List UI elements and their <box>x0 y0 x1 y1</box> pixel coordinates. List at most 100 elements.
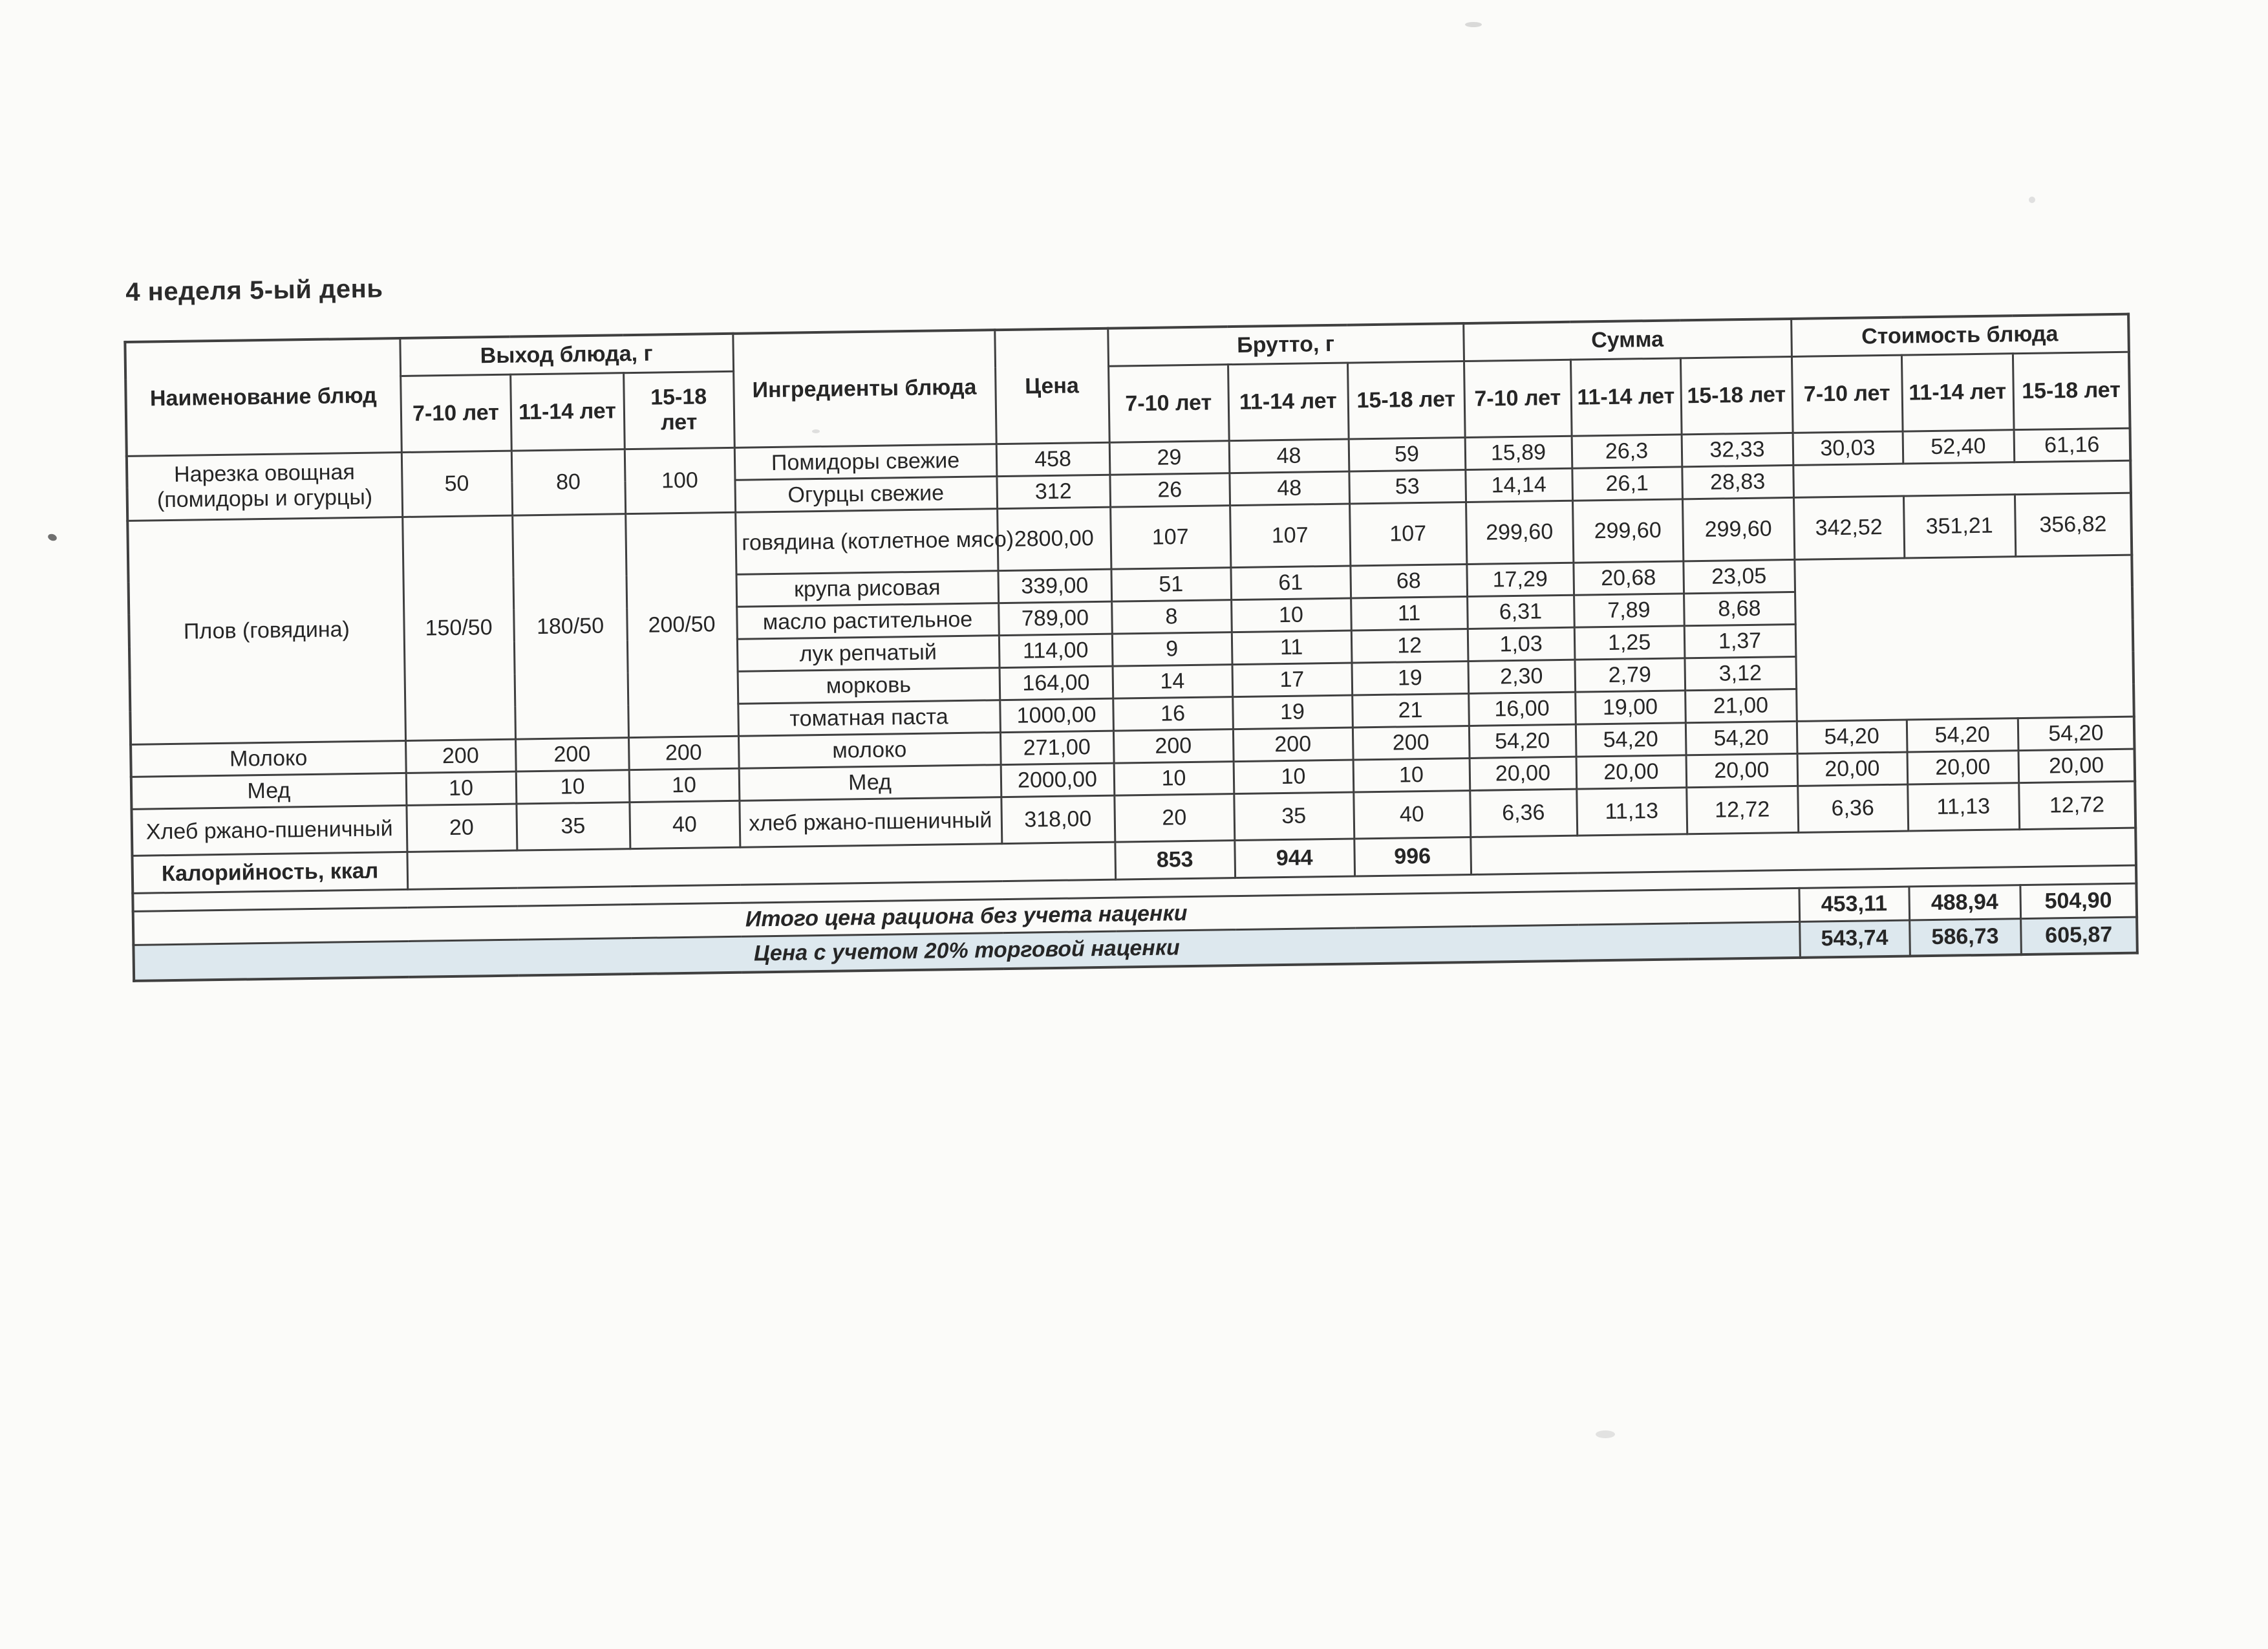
age-header: 15-18 лет <box>1680 356 1793 435</box>
cost-cell: 30,03 <box>1792 431 1903 465</box>
dish-name-cell: Мед <box>131 772 407 809</box>
price-cell: 458 <box>996 442 1110 477</box>
cost-cell: 12,72 <box>2018 781 2136 830</box>
dish-name-cell: Хлеб ржано-пшеничный <box>131 804 407 856</box>
gross-cell: 35 <box>1234 792 1354 841</box>
gross-cell: 200 <box>1113 729 1234 763</box>
age-header: 11-14 лет <box>1570 358 1682 436</box>
price-cell: 164,00 <box>999 665 1113 700</box>
menu-cost-table: Наименование блюд Выход блюда, г Ингреди… <box>123 312 2139 982</box>
scan-artifact <box>2029 197 2035 203</box>
ingredient-name-cell: хлеб ржано-пшеничный <box>739 797 1002 847</box>
cost-cell: 54,20 <box>2017 716 2135 751</box>
gross-cell: 11 <box>1351 596 1468 630</box>
sum-cell: 20,68 <box>1573 561 1684 595</box>
dish-name-cell: Плов (говядина) <box>127 517 406 744</box>
gross-cell: 26 <box>1109 473 1230 507</box>
output-cell: 10 <box>515 770 630 804</box>
ingredient-name-cell: масло растительное <box>736 603 999 639</box>
calories-value-cell: 996 <box>1354 836 1471 876</box>
output-cell: 200 <box>628 735 739 770</box>
price-cell: 271,00 <box>1000 730 1114 765</box>
output-cell: 50 <box>401 450 513 517</box>
output-cell: 80 <box>511 449 626 515</box>
header-sum: Сумма <box>1463 318 1792 361</box>
sum-cell: 15,89 <box>1464 435 1572 470</box>
price-cell: 312 <box>996 474 1111 509</box>
gross-cell: 48 <box>1229 471 1350 506</box>
output-cell: 200/50 <box>625 512 738 738</box>
header-dish: Наименование блюд <box>125 338 401 456</box>
total-value-cell: 543,74 <box>1799 920 1910 958</box>
sum-cell: 21,00 <box>1685 688 1797 723</box>
output-cell: 40 <box>629 800 740 849</box>
gross-cell: 11 <box>1231 630 1352 665</box>
gross-cell: 200 <box>1352 725 1470 760</box>
age-header: 7-10 лет <box>400 374 511 453</box>
age-header: 7-10 лет <box>1108 364 1229 442</box>
price-cell: 114,00 <box>998 633 1113 668</box>
cost-cell: 6,36 <box>1797 784 1909 832</box>
price-cell: 339,00 <box>998 568 1112 603</box>
output-cell: 150/50 <box>402 515 516 740</box>
gross-cell: 19 <box>1351 661 1469 695</box>
cost-cell: 342,52 <box>1793 495 1905 559</box>
calories-value-cell: 853 <box>1115 840 1236 879</box>
price-cell: 1000,00 <box>1000 698 1113 733</box>
total-value-cell: 453,11 <box>1799 886 1910 921</box>
sum-cell: 20,00 <box>1685 753 1798 788</box>
output-cell: 200 <box>515 737 629 771</box>
header-price: Цена <box>994 328 1109 444</box>
sum-cell: 1,03 <box>1467 627 1575 662</box>
sum-cell: 299,60 <box>1466 500 1574 565</box>
cost-cell: 20,00 <box>1797 751 1908 786</box>
header-gross: Брутто, г <box>1107 323 1464 366</box>
page-title: 4 неделя 5-ый день <box>125 274 383 307</box>
gross-cell: 40 <box>1353 790 1471 839</box>
age-header: 11-14 лет <box>510 372 625 451</box>
gross-cell: 12 <box>1351 629 1468 663</box>
cost-cell: 20,00 <box>2018 748 2135 783</box>
sum-cell: 299,60 <box>1572 499 1684 563</box>
sum-cell: 26,3 <box>1571 434 1682 468</box>
cost-cell: 54,20 <box>1796 719 1907 753</box>
cost-cell: 11,13 <box>1907 782 2020 831</box>
cost-cell: 54,20 <box>1906 718 2018 752</box>
scanned-sheet: 4 неделя 5-ый день Наименование блюд Вых… <box>123 250 2163 982</box>
scan-artifact <box>1596 1430 1615 1438</box>
total-value-cell: 488,94 <box>1909 885 2021 920</box>
sum-cell: 28,83 <box>1682 464 1794 499</box>
sum-cell: 20,00 <box>1576 755 1687 789</box>
output-cell: 180/50 <box>512 513 628 739</box>
output-cell: 10 <box>628 768 740 803</box>
sum-cell: 17,29 <box>1466 562 1574 597</box>
header-ingredients: Ингредиенты блюда <box>733 330 996 447</box>
age-header: 11-14 лет <box>1228 362 1349 441</box>
ingredient-name-cell: молоко <box>738 732 1001 768</box>
sum-cell: 11,13 <box>1576 787 1687 835</box>
gross-cell: 10 <box>1233 759 1354 794</box>
gross-cell: 29 <box>1109 440 1230 475</box>
sum-cell: 19,00 <box>1575 690 1685 724</box>
gross-cell: 53 <box>1349 469 1466 504</box>
sum-cell: 8,68 <box>1684 591 1795 626</box>
empty-cell <box>1794 554 2134 721</box>
gross-cell: 8 <box>1111 599 1232 634</box>
sum-cell: 7,89 <box>1574 593 1684 627</box>
sum-cell: 1,25 <box>1574 625 1685 660</box>
price-cell: 789,00 <box>998 601 1112 636</box>
cost-cell: 61,16 <box>2013 427 2131 462</box>
scan-artifact <box>1465 22 1482 27</box>
sum-cell: 16,00 <box>1468 691 1576 726</box>
gross-cell: 107 <box>1230 503 1351 568</box>
dish-name-cell: Нарезка овощная (помидоры и огурцы) <box>126 452 403 521</box>
cost-cell: 351,21 <box>1903 494 2016 558</box>
header-cost: Стоимость блюда <box>1791 314 2129 356</box>
price-cell: 318,00 <box>1001 795 1115 844</box>
sum-cell: 20,00 <box>1469 756 1577 790</box>
price-cell: 2800,00 <box>997 506 1111 571</box>
gross-cell: 10 <box>1353 757 1470 792</box>
calories-value-cell: 944 <box>1234 838 1355 878</box>
sum-cell: 299,60 <box>1682 497 1795 561</box>
gross-cell: 19 <box>1232 695 1353 729</box>
